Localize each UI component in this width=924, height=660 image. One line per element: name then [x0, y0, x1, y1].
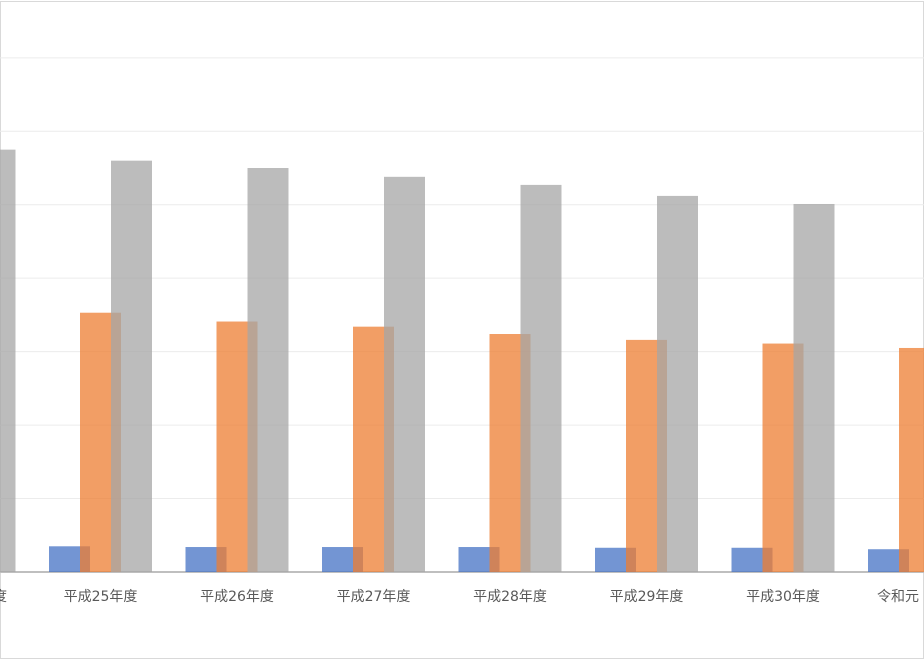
x-tick-label: 度	[0, 589, 7, 605]
x-tick-label: 平成25年度	[64, 589, 138, 605]
bar	[384, 176, 425, 572]
bar	[793, 203, 835, 572]
bar	[899, 347, 924, 572]
bar	[520, 184, 562, 573]
x-tick-label: 令和元	[877, 589, 919, 605]
x-tick-label: 平成30年度	[746, 589, 820, 605]
x-tick-label: 平成27年度	[337, 589, 411, 605]
bar	[657, 195, 698, 572]
x-tick-label: 平成29年度	[610, 589, 684, 605]
bar	[868, 549, 909, 572]
x-tick-label: 平成26年度	[200, 589, 274, 605]
bar	[111, 160, 152, 572]
x-tick-label: 平成28年度	[473, 589, 547, 605]
bar	[247, 168, 289, 572]
bar	[0, 149, 16, 572]
